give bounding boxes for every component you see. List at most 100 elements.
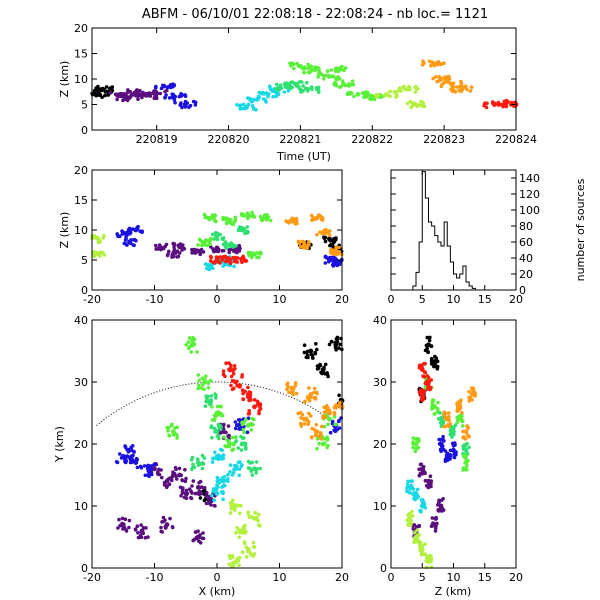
time-height-source-dot <box>300 80 304 84</box>
plan-view-source-dot <box>293 381 298 385</box>
histogram-xticks: 0 5 10 15 20 <box>388 170 523 306</box>
time-height-source-dot <box>442 80 447 84</box>
x-z-source-dot <box>250 210 254 215</box>
time-height-source-dot <box>439 77 444 82</box>
time-height-source-dot <box>163 96 167 100</box>
time-height-xtick-label: 220824 <box>495 133 537 146</box>
plan-view-source-dot <box>196 386 200 391</box>
time-height-source-dot <box>248 97 252 102</box>
x-z-source-dot <box>255 251 259 255</box>
plan-view-source-dot <box>118 523 122 528</box>
time-height-source-dot <box>397 86 402 90</box>
plan-view-source-dot <box>215 483 219 487</box>
x-z-panel: -20 -10 0 10 20 0 5 10 15 20 Z (km) <box>58 164 349 306</box>
time-height-source-dot <box>309 64 314 68</box>
time-height-source-dot <box>193 103 198 107</box>
plan-view-source-dot <box>254 460 259 464</box>
time-height-source-dot <box>303 66 307 71</box>
time-height-source-dot <box>504 103 508 108</box>
x-z-source-dot <box>296 239 301 244</box>
z-y-source-dot <box>419 548 424 553</box>
z-y-source-dot <box>422 503 427 507</box>
plan-view-source-dot <box>231 506 236 510</box>
x-z-source-dot <box>128 230 133 234</box>
x-z-source-dot <box>327 259 331 264</box>
time-height-source-dot <box>417 103 422 107</box>
plan-view-source-dot <box>213 450 217 455</box>
x-z-source-dot <box>227 250 232 255</box>
x-z-source-dot <box>244 259 249 263</box>
time-height-source-dot <box>421 101 426 106</box>
z-y-ytick-label: 20 <box>373 438 387 451</box>
plan-view-source-dot <box>221 369 226 373</box>
plan-view-source-dot <box>221 429 226 433</box>
time-height-source-dot <box>104 85 109 89</box>
time-height-source-dot <box>316 72 321 76</box>
time-height-source-dot <box>374 94 379 99</box>
time-height-xtick-label: 220819 <box>136 133 178 146</box>
x-z-source-dot <box>337 245 341 250</box>
x-z-ytick-label: 15 <box>74 194 88 207</box>
time-height-source-dot <box>331 74 336 79</box>
x-z-xtick-label: -10 <box>146 293 164 306</box>
plan-view-source-dot <box>123 459 127 464</box>
time-height-source-dot <box>302 70 306 75</box>
plan-view-source-dot <box>245 430 250 435</box>
plan-view-source-dot <box>322 405 326 410</box>
time-height-source-dot <box>372 97 377 102</box>
z-y-marks <box>405 335 478 570</box>
z-y-source-dot <box>426 350 431 355</box>
z-y-ytick-label: 40 <box>373 314 387 327</box>
x-z-source-dot <box>123 238 128 242</box>
plan-view-source-dot <box>227 562 231 567</box>
plan-view-source-dot <box>307 411 311 416</box>
plan-view-source-dot <box>114 460 119 464</box>
time-height-source-dot <box>309 69 313 74</box>
plan-view-source-dot <box>207 501 212 506</box>
plan-view-source-dot <box>233 420 238 424</box>
plan-view-source-dot <box>336 404 341 408</box>
plan-view-source-dot <box>246 385 250 390</box>
z-y-source-dot <box>442 439 446 443</box>
z-y-source-dot <box>435 364 440 369</box>
x-z-source-dot <box>133 238 137 242</box>
x-z-ytick-label: 10 <box>74 224 88 237</box>
plan-view-source-dot <box>329 339 334 344</box>
time-height-source-dot <box>99 87 103 91</box>
x-z-source-dot <box>215 245 219 250</box>
plan-view-source-dot <box>166 429 170 433</box>
plan-view-source-dot <box>332 415 337 419</box>
plan-view-source-dot <box>229 374 234 379</box>
plan-view-source-dot <box>214 393 218 398</box>
plan-view-source-dot <box>211 489 215 494</box>
x-z-source-dot <box>205 266 209 271</box>
plan-view-xtick-label: 0 <box>214 571 221 584</box>
plan-view-source-dot <box>139 535 144 540</box>
time-height-source-dot <box>493 102 498 106</box>
z-y-source-dot <box>434 516 439 521</box>
x-z-source-dot <box>201 250 206 254</box>
plan-view-ytick-label: 30 <box>74 376 88 389</box>
plan-view-source-dot <box>327 408 332 413</box>
z-y-source-dot <box>463 467 467 472</box>
time-height-source-dot <box>403 87 408 92</box>
plan-view-source-dot <box>231 447 236 452</box>
z-y-source-dot <box>473 393 477 397</box>
time-height-source-dot <box>170 92 174 96</box>
plan-view-source-dot <box>305 353 310 358</box>
plan-view-source-dot <box>167 482 172 487</box>
plan-view-source-dot <box>210 418 215 422</box>
plan-view-source-dot <box>312 427 317 432</box>
plan-view-source-dot <box>239 448 244 452</box>
time-height-source-dot <box>334 83 339 88</box>
x-z-source-dot <box>245 211 250 215</box>
plan-view-source-dot <box>200 466 205 471</box>
x-z-source-dot <box>208 265 212 270</box>
plan-view-source-dot <box>173 431 177 436</box>
plan-view-source-dot <box>232 467 236 472</box>
plan-view-source-dot <box>211 456 216 461</box>
plan-view-source-dot <box>221 497 225 502</box>
plan-view-source-dot <box>164 485 169 490</box>
plan-view-source-dot <box>238 511 242 516</box>
time-height-ytick-label: 5 <box>81 99 88 112</box>
